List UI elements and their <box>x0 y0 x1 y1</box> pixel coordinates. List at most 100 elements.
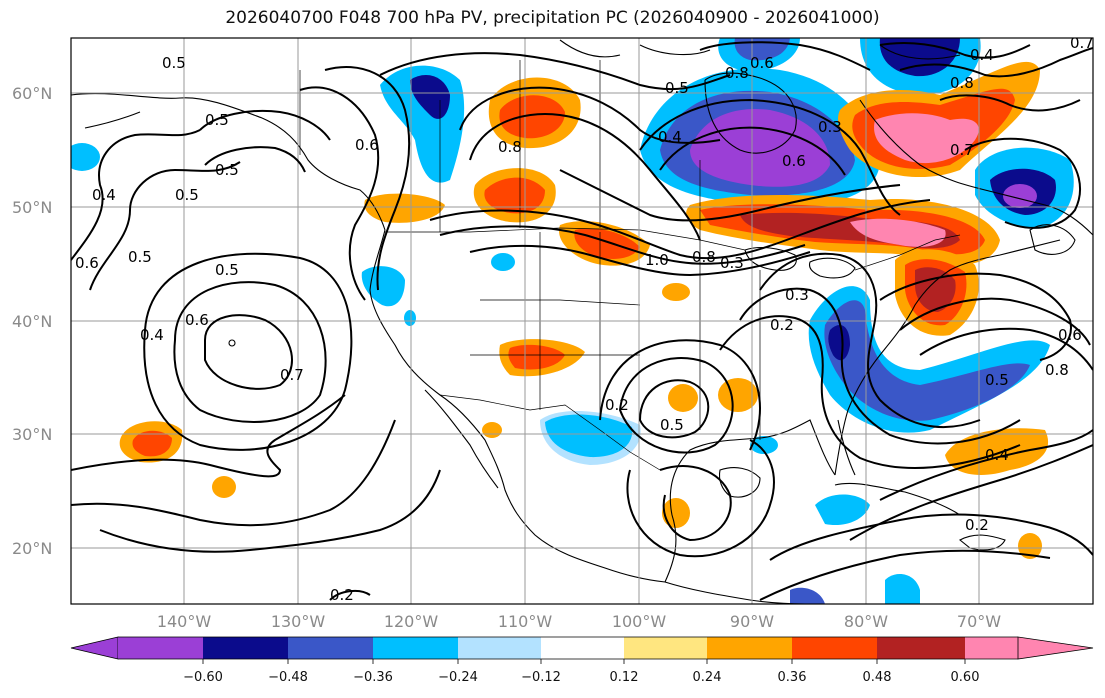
contour-jet-2 <box>439 225 806 265</box>
great-lakes <box>744 246 856 279</box>
clabel: 0.2 <box>605 396 629 414</box>
clabel: 0.5 <box>128 248 152 266</box>
lat-label: 20°N <box>12 539 52 558</box>
shade-cen-orange <box>662 498 690 528</box>
clabel: 0.8 <box>1045 361 1069 379</box>
clabel: 0.4 <box>140 326 164 344</box>
hudson-bay <box>704 72 797 154</box>
contour-atlantic-2 <box>899 297 1091 346</box>
shade-hi2-orange <box>212 476 236 498</box>
colorbar-segment <box>458 637 541 659</box>
shade-ne-pink <box>874 113 979 164</box>
clabel: 0.6 <box>75 254 99 272</box>
shade-neus-darkred <box>915 267 956 312</box>
shade-carib-cyan <box>815 494 870 526</box>
clabel: 0.3 <box>818 118 842 136</box>
contour-west-2 <box>89 161 241 291</box>
shade-gulfcoast-cyan <box>750 436 778 454</box>
contour-carib-2 <box>759 549 1051 601</box>
shade-nc-red <box>499 95 565 139</box>
clabel: 0.6 <box>1058 326 1082 344</box>
clabel: 0.6 <box>782 152 806 170</box>
shade-baja-orange <box>482 422 502 438</box>
contour-east-1 <box>759 252 981 428</box>
alaska-peninsula <box>84 111 141 129</box>
plot-frame <box>70 37 1094 605</box>
east-coast <box>834 239 1061 476</box>
colorbar-segment <box>373 637 458 659</box>
contour-ne-1 <box>879 42 1031 59</box>
contour-atlantic-3 <box>919 327 1093 371</box>
colorbar: −0.60 −0.48 −0.36 −0.24 −0.12 0.12 0.24 … <box>70 636 1094 685</box>
shade-hi-red <box>132 430 172 457</box>
colorbar-segment <box>541 637 624 659</box>
contour-east-canada <box>964 137 1081 229</box>
contour-far-north <box>699 41 871 71</box>
clabel: 0.5 <box>205 111 229 129</box>
contour-atlantic-1 <box>879 272 1072 361</box>
alaska-coast <box>71 93 386 231</box>
contour-alaska-lobe2 <box>204 146 306 173</box>
shade-band-pink <box>850 218 946 247</box>
shade-atl2-orange <box>1018 533 1042 559</box>
clabel: 0.7 <box>1070 34 1094 52</box>
clabel: 0.5 <box>665 79 689 97</box>
lon-label: 140°W <box>157 612 212 631</box>
shade-gulf-orange <box>668 384 698 412</box>
shade-ca-small <box>404 310 416 326</box>
clabel: 0.5 <box>660 416 684 434</box>
colorbar-tick: −0.36 <box>353 670 393 685</box>
clabel: 1.0 <box>645 251 669 269</box>
shade-pnw-orange <box>364 193 445 223</box>
shade-mid-cyan <box>491 253 515 271</box>
lon-label: 120°W <box>384 612 439 631</box>
clabel: 0.8 <box>725 64 749 82</box>
colorbar-segment <box>624 637 707 659</box>
contour-subtropical-high-outer <box>143 252 353 451</box>
clabel: 0.5 <box>215 161 239 179</box>
lon-label: 70°W <box>957 612 1001 631</box>
clabel: 0.7 <box>950 141 974 159</box>
contour-west-1 <box>71 129 201 261</box>
contour-north-1 <box>379 52 731 91</box>
clabel: 0.5 <box>162 54 186 72</box>
clabel: 0.2 <box>330 586 354 604</box>
contour-pacific-2 <box>71 419 396 527</box>
contour-canada-trough2 <box>659 126 846 176</box>
clabel: 0.2 <box>965 516 989 534</box>
colorbar-segment <box>203 637 288 659</box>
contour-ne-2 <box>899 47 1093 78</box>
border-us-mexico <box>439 394 661 471</box>
west-coast <box>369 229 666 583</box>
clabel: 0.6 <box>750 54 774 72</box>
lat-label: 30°N <box>12 425 52 444</box>
contour-jet-3 <box>469 244 811 277</box>
contour-trough-1 <box>469 113 701 241</box>
lat-label: 60°N <box>12 84 52 103</box>
hawaii <box>228 339 236 347</box>
contour-canada-trough <box>639 98 901 216</box>
contour-gulf-2 <box>618 357 734 454</box>
contour-north-2 <box>459 86 721 144</box>
clabel: 0.7 <box>280 366 304 384</box>
contour-gulf-1 <box>638 379 710 439</box>
colorbar-tick: 0.48 <box>863 670 892 685</box>
shade-az-red <box>508 344 565 370</box>
contour-ne-3 <box>939 94 1081 112</box>
yucatan <box>718 467 761 498</box>
contour-mex-2 <box>626 439 775 558</box>
lon-label: 110°W <box>498 612 553 631</box>
colorbar-segment <box>118 637 203 659</box>
shade-mex-cyan <box>545 414 633 458</box>
colorbar-segment <box>70 636 119 660</box>
clabel: 0.3 <box>785 286 809 304</box>
contour-carib-1 <box>769 513 1093 561</box>
contour-ridge-1 <box>299 86 380 301</box>
clabel: 0.5 <box>175 186 199 204</box>
contour-subtropical-high-inner <box>204 314 293 390</box>
contour-ridge-2 <box>324 65 411 291</box>
lat-label: 50°N <box>12 198 52 217</box>
arctic-islands <box>559 39 961 60</box>
clabel: 0.4 <box>985 446 1009 464</box>
